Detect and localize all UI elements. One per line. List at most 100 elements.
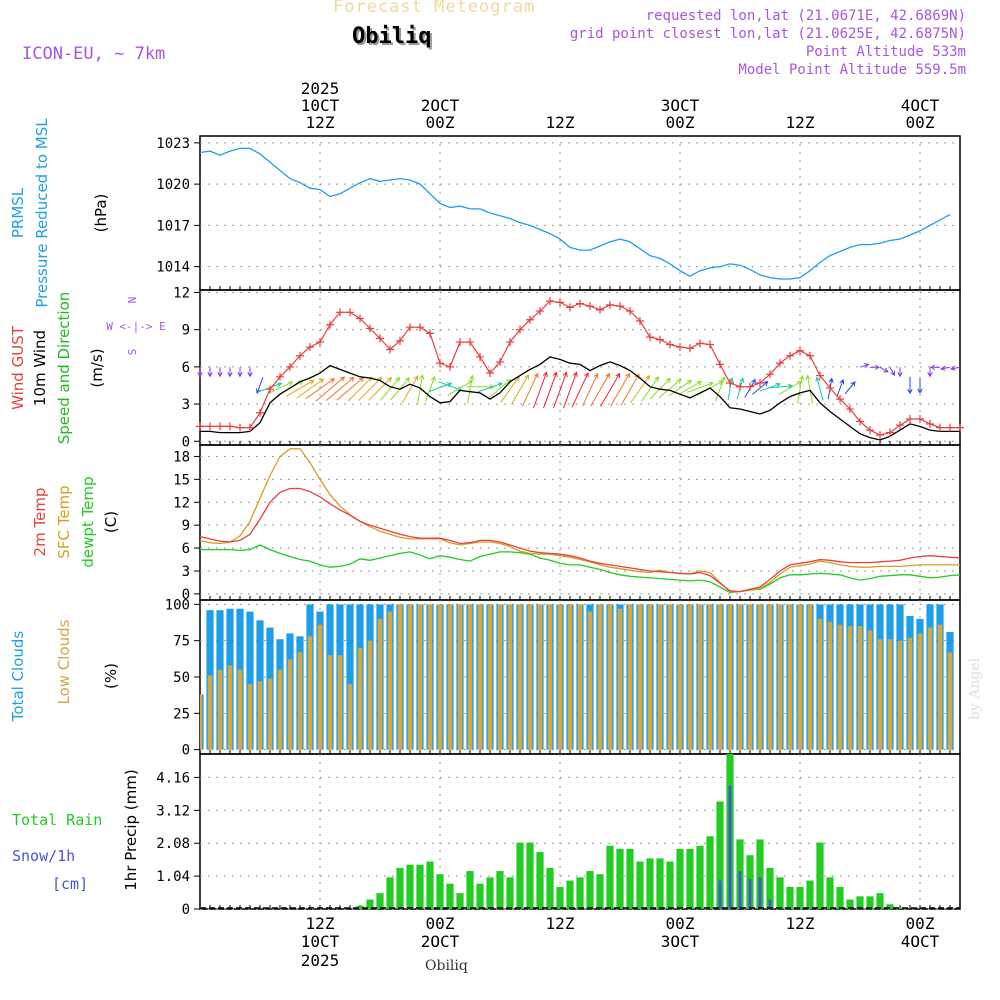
rain-bar xyxy=(856,896,864,909)
compass-label: W <-|-> E xyxy=(106,320,166,333)
low-cloud-bar xyxy=(577,604,583,750)
wind-arrow xyxy=(668,380,692,397)
wind-line xyxy=(200,356,960,441)
pressure-unit: (hPa) xyxy=(92,194,110,233)
rain-bar xyxy=(886,904,894,909)
rain-bar xyxy=(516,842,524,909)
gust-marker xyxy=(656,335,664,344)
y-tick-label: 50 xyxy=(173,670,190,686)
wind-arrow-head xyxy=(897,372,903,378)
snow-bar xyxy=(768,899,772,909)
wind-arrow xyxy=(477,382,503,393)
wind-arrow-head xyxy=(419,374,425,380)
top-hour-label: 12Z xyxy=(306,113,335,132)
low-cloud-bar xyxy=(627,604,633,750)
low-cloud-bar xyxy=(427,604,433,750)
wind-arrow-head xyxy=(318,378,325,384)
wind-arrow-head xyxy=(890,370,896,376)
gust-marker xyxy=(236,423,244,432)
wind-arrow-head xyxy=(329,378,336,384)
pressure-line xyxy=(199,147,951,280)
low-cloud-bar xyxy=(707,604,713,750)
low-cloud-bar xyxy=(397,604,403,750)
gust-marker xyxy=(246,423,254,432)
low-cloud-bar xyxy=(307,636,313,750)
wind-arrow-head xyxy=(907,389,913,395)
bottom-date-label: 10CT xyxy=(301,932,340,951)
low-cloud-bar xyxy=(817,618,823,750)
rain-bar xyxy=(616,848,624,909)
wind-arrow xyxy=(489,379,511,398)
low-cloud-bar xyxy=(567,604,573,750)
wind-arrow xyxy=(286,379,314,397)
low-cloud-bar xyxy=(497,604,503,750)
y-tick-label: 3.12 xyxy=(156,803,190,819)
pressure-label: PRMSL xyxy=(9,187,27,238)
wind-arrow-head xyxy=(339,376,346,382)
wind-arrow xyxy=(500,376,520,403)
wind-arrow-head xyxy=(247,372,253,378)
gust-marker xyxy=(446,362,454,371)
wind-arrow xyxy=(467,375,473,404)
wind-arrow-head xyxy=(739,377,745,383)
rain-bar xyxy=(676,848,684,909)
gust-marker xyxy=(766,370,774,379)
gust-marker xyxy=(796,346,804,355)
gust-marker xyxy=(826,383,834,392)
y-tick-label: 1023 xyxy=(156,136,190,152)
y-tick-label: 0 xyxy=(182,902,190,918)
wind-arrow-head xyxy=(883,367,889,373)
wind-arrow-head xyxy=(828,377,834,383)
wind-arrow xyxy=(256,377,264,394)
y-tick-label: 6 xyxy=(182,360,190,376)
wind-arrow-head xyxy=(720,375,726,382)
rain-bar xyxy=(476,883,484,909)
low-cloud-bar xyxy=(557,604,563,750)
snow-label: Snow/1h xyxy=(12,847,75,865)
gust-marker xyxy=(306,343,314,352)
wind-arrow xyxy=(521,373,539,407)
rain-bar xyxy=(396,867,404,909)
temp2m-line xyxy=(199,487,961,593)
wind-arrow xyxy=(610,373,630,407)
rain-bar xyxy=(366,899,374,909)
y-tick-label: 1017 xyxy=(156,218,190,234)
model-altitude: Model Point Altitude 559.5m xyxy=(738,62,966,78)
gust-marker xyxy=(486,369,494,378)
gust-marker xyxy=(666,340,674,349)
y-tick-label: 0 xyxy=(182,743,190,759)
wind-arrow-head xyxy=(276,382,283,388)
low-cloud-bar xyxy=(587,611,593,750)
wind-arrow-head xyxy=(665,377,671,384)
gust-marker xyxy=(426,329,434,338)
low-cloud-bar xyxy=(867,630,873,750)
bottom-hour-label: 12Z xyxy=(786,914,815,933)
low-cloud-bar xyxy=(737,604,743,750)
low-cloud-bar xyxy=(267,678,273,750)
wind-arrow xyxy=(425,376,435,402)
rain-bar xyxy=(626,848,634,909)
low-cloud-bar xyxy=(547,604,553,750)
grid-point-coords: grid point closest lon,lat (21.0625E, 42… xyxy=(569,26,966,42)
rain-bar xyxy=(546,867,554,909)
gust-marker xyxy=(886,428,894,437)
wind-arrow-head xyxy=(815,376,821,382)
low-cloud-bar xyxy=(217,669,223,750)
snow-bar xyxy=(758,877,762,909)
wind-arrow xyxy=(417,375,423,405)
wind-arrow xyxy=(752,381,768,395)
wind-arrow-head xyxy=(863,363,870,368)
gust-marker xyxy=(516,325,524,334)
gust-marker xyxy=(956,423,964,432)
gust-marker xyxy=(526,315,534,324)
rain-bar xyxy=(466,871,474,909)
wind-arrow-head xyxy=(927,372,933,378)
rain-bar xyxy=(456,893,464,909)
low-cloud-bar xyxy=(917,633,923,750)
gust-marker xyxy=(906,414,914,423)
gust-marker xyxy=(286,362,294,371)
rain-bar xyxy=(356,905,364,909)
bottom-date-label: 2OCT xyxy=(421,932,460,951)
wind-arrow xyxy=(797,375,803,404)
wind-arrow-head xyxy=(430,375,436,382)
